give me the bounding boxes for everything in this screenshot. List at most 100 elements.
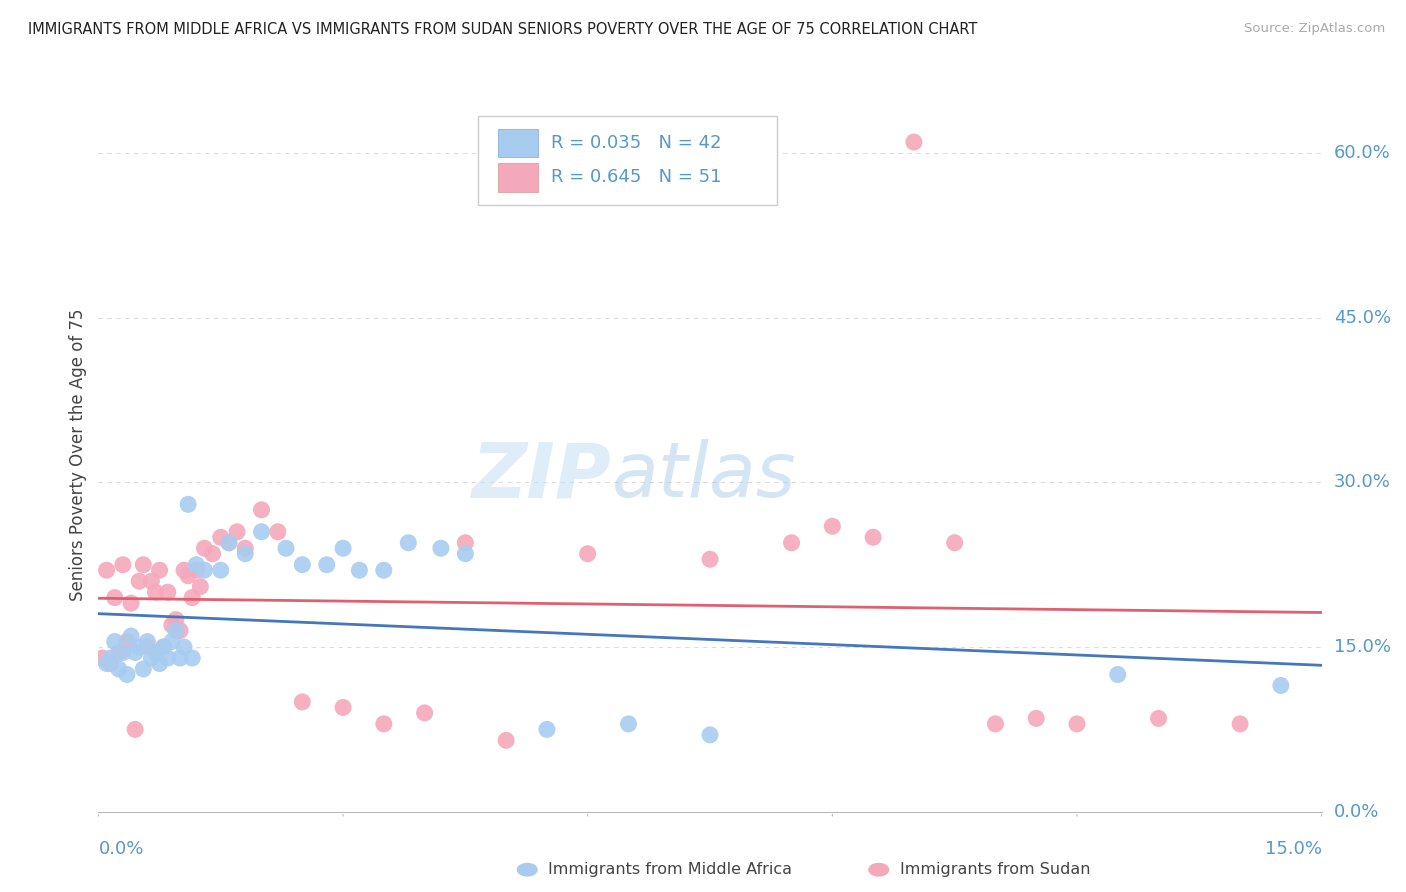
Point: [495, 733, 517, 747]
Point: [132, 662, 155, 676]
Point: [250, 524, 273, 539]
Text: 0.0%: 0.0%: [98, 840, 143, 858]
Point: [136, 640, 159, 654]
Text: IMMIGRANTS FROM MIDDLE AFRICA VS IMMIGRANTS FROM SUDAN SENIORS POVERTY OVER THE : IMMIGRANTS FROM MIDDLE AFRICA VS IMMIGRA…: [28, 22, 977, 37]
Point: [128, 640, 150, 654]
Point: [188, 580, 212, 594]
Point: [430, 541, 453, 556]
FancyBboxPatch shape: [478, 116, 778, 205]
Point: [169, 651, 191, 665]
Point: [1025, 711, 1047, 725]
Point: [96, 657, 118, 671]
Point: [145, 585, 167, 599]
Point: [903, 135, 925, 149]
Point: [576, 547, 599, 561]
Point: [862, 530, 884, 544]
Point: [100, 657, 122, 671]
Point: [108, 646, 131, 660]
Point: [1229, 717, 1251, 731]
Point: [141, 574, 163, 589]
Point: [780, 535, 803, 549]
Point: [108, 662, 131, 676]
Point: [396, 535, 419, 549]
Point: [315, 558, 337, 572]
Text: 60.0%: 60.0%: [1334, 144, 1391, 162]
Point: [173, 640, 195, 654]
Point: [536, 723, 558, 737]
Point: [454, 547, 477, 561]
Point: [209, 530, 232, 544]
Point: [181, 651, 204, 665]
Text: ZIP: ZIP: [472, 440, 612, 513]
Point: [218, 535, 240, 549]
Point: [132, 558, 155, 572]
Point: [115, 634, 138, 648]
Point: [149, 563, 172, 577]
Point: [96, 563, 118, 577]
Point: [226, 524, 249, 539]
Point: [120, 596, 142, 610]
Point: [267, 524, 290, 539]
Point: [177, 497, 200, 511]
Point: [233, 541, 256, 556]
Point: [943, 535, 966, 549]
Point: [160, 634, 183, 648]
Text: Immigrants from Sudan: Immigrants from Sudan: [900, 863, 1090, 877]
Point: [209, 563, 232, 577]
Text: atlas: atlas: [612, 440, 797, 513]
Point: [332, 541, 354, 556]
Point: [186, 558, 208, 572]
Point: [699, 552, 721, 566]
Point: [250, 503, 273, 517]
Point: [373, 563, 395, 577]
Point: [201, 547, 224, 561]
Point: [104, 634, 127, 648]
Text: 0.0%: 0.0%: [1334, 803, 1379, 821]
Point: [699, 728, 721, 742]
Point: [165, 624, 187, 638]
Point: [111, 558, 134, 572]
Y-axis label: Seniors Poverty Over the Age of 75: Seniors Poverty Over the Age of 75: [69, 309, 87, 601]
Point: [291, 558, 314, 572]
Point: [617, 717, 640, 731]
Point: [181, 591, 204, 605]
Point: [115, 667, 138, 681]
Point: [233, 547, 256, 561]
Point: [124, 646, 146, 660]
Point: [291, 695, 314, 709]
Point: [1270, 678, 1292, 692]
Text: R = 0.035   N = 42: R = 0.035 N = 42: [551, 134, 721, 152]
Point: [141, 651, 163, 665]
Point: [218, 535, 240, 549]
Text: Source: ZipAtlas.com: Source: ZipAtlas.com: [1244, 22, 1385, 36]
FancyBboxPatch shape: [498, 163, 537, 192]
Point: [169, 624, 191, 638]
Point: [349, 563, 371, 577]
Point: [124, 723, 146, 737]
Point: [193, 563, 215, 577]
Point: [413, 706, 436, 720]
Point: [149, 657, 172, 671]
Point: [274, 541, 297, 556]
Point: [373, 717, 395, 731]
Point: [193, 541, 215, 556]
Point: [1147, 711, 1170, 725]
Point: [160, 618, 183, 632]
Point: [165, 613, 187, 627]
Text: 30.0%: 30.0%: [1334, 474, 1391, 491]
Point: [186, 563, 208, 577]
Text: Immigrants from Middle Africa: Immigrants from Middle Africa: [548, 863, 793, 877]
Point: [152, 640, 174, 654]
Point: [177, 568, 200, 582]
Point: [91, 651, 114, 665]
Point: [128, 574, 150, 589]
Point: [1066, 717, 1088, 731]
Point: [984, 717, 1007, 731]
Text: 45.0%: 45.0%: [1334, 309, 1391, 326]
Point: [136, 634, 159, 648]
Point: [156, 651, 179, 665]
Point: [152, 640, 174, 654]
Point: [104, 591, 127, 605]
Point: [1107, 667, 1129, 681]
Point: [120, 629, 142, 643]
